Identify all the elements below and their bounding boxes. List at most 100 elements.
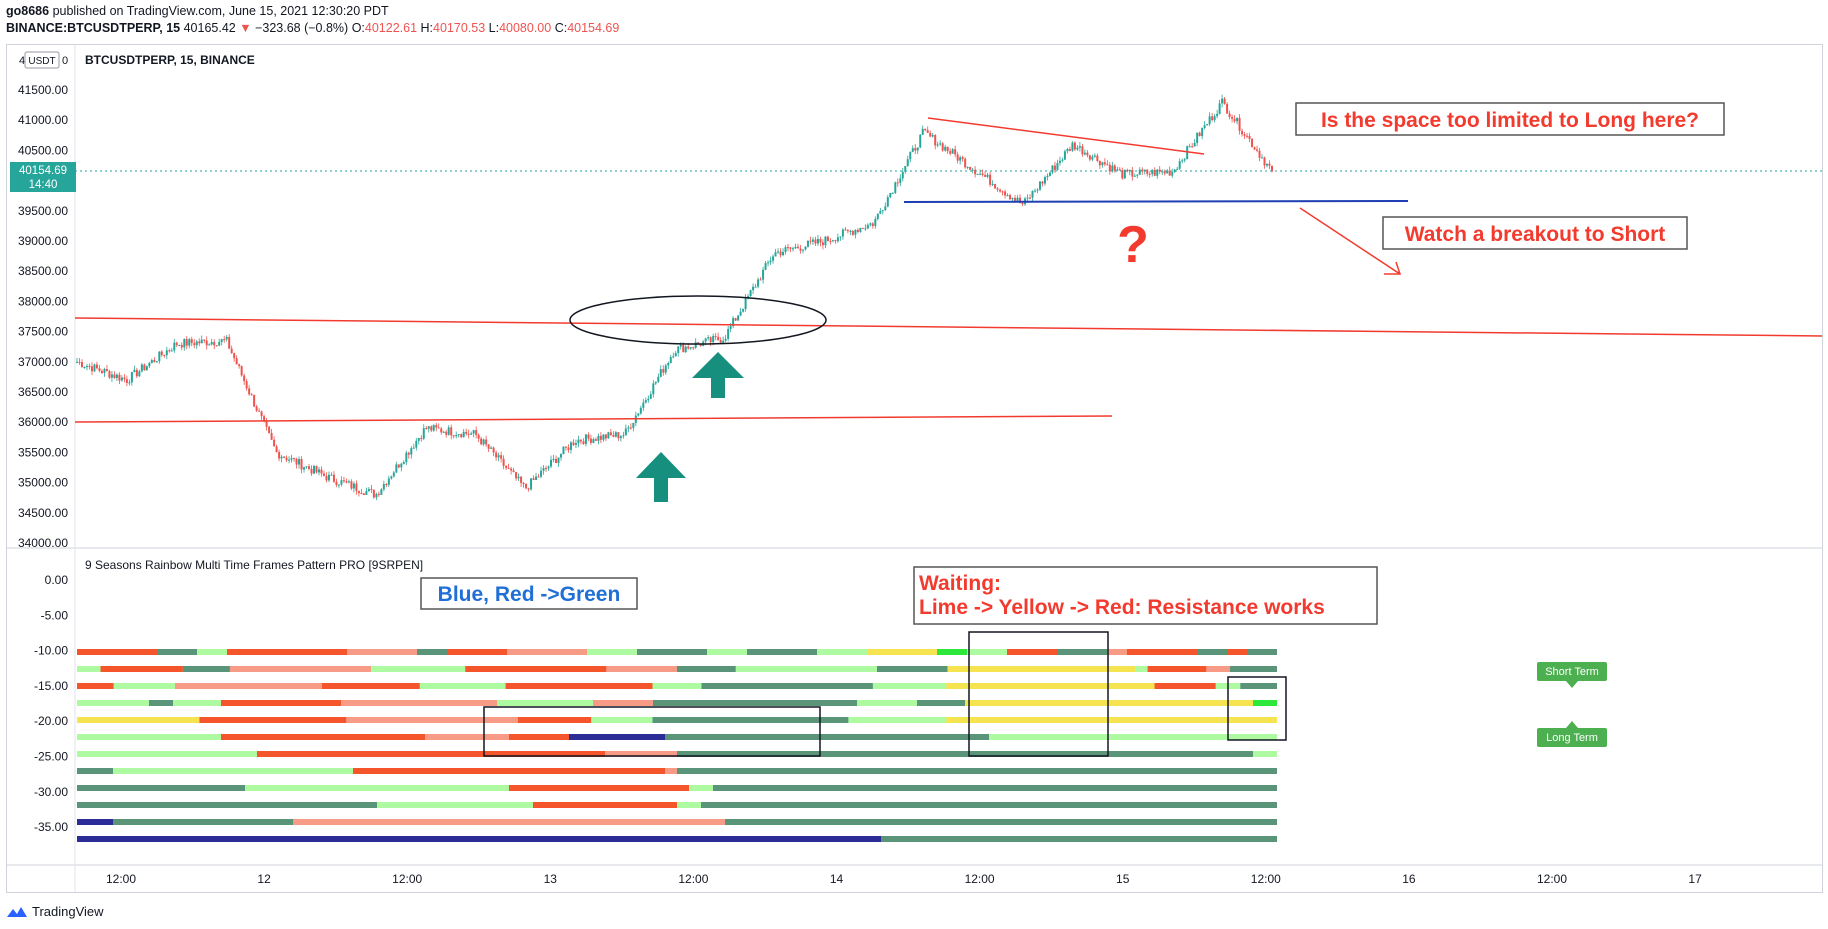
rainbow-segment: [689, 785, 713, 791]
box-waiting[interactable]: [968, 631, 1109, 757]
teal-up-arrow-2[interactable]: [692, 352, 744, 398]
price-tick-label: 35000.00: [18, 476, 68, 490]
candle: [999, 188, 1002, 193]
candle: [445, 429, 448, 438]
callout-long-question-text: Is the space too limited to Long here?: [1321, 109, 1699, 132]
candle: [1071, 141, 1074, 152]
candle: [335, 478, 338, 488]
candle: [677, 345, 680, 357]
candle: [265, 418, 268, 431]
support-trendline[interactable]: [74, 415, 1113, 423]
price-tick-label: 38000.00: [18, 294, 68, 308]
rainbow-segment: [113, 683, 175, 689]
candle: [794, 243, 797, 249]
box-blue-red-green[interactable]: [483, 706, 821, 757]
candle: [290, 454, 293, 463]
candle: [535, 472, 538, 481]
candle: [1211, 112, 1214, 122]
candle: [490, 446, 493, 449]
rainbow-segment: [245, 785, 509, 791]
breakdown-arrow-head[interactable]: [1384, 261, 1402, 275]
rainbow-segment: [77, 785, 245, 791]
candle: [819, 236, 822, 247]
callout-short-breakout[interactable]: Watch a breakout to Short: [1382, 216, 1688, 250]
price-tick-label: 41000.00: [18, 113, 68, 127]
time-tick-label: 12: [257, 872, 271, 886]
support-hline-blue[interactable]: [903, 200, 1409, 203]
teal-up-arrow-1[interactable]: [636, 452, 686, 502]
indicator-highlight-boxes[interactable]: [483, 631, 1287, 757]
indicator-axis[interactable]: 0.00 -5.00 -10.00 -15.00 -20.00 -25.00 -30.00 -…: [34, 573, 68, 834]
breakdown-arrow-line[interactable]: [1299, 207, 1401, 275]
candle: [1261, 154, 1264, 159]
candle: [243, 373, 246, 385]
candle: [994, 183, 997, 189]
currency-badge-box[interactable]: [24, 51, 60, 69]
tag-short-term-text: Short Term: [1545, 666, 1599, 678]
rainbow-segment: [665, 734, 989, 740]
rainbow-segment: [505, 683, 653, 689]
candle: [1153, 167, 1156, 177]
candle: [293, 457, 296, 462]
candle: [115, 373, 118, 381]
open-label: O:: [351, 21, 365, 35]
candlestick-series[interactable]: [76, 94, 1273, 501]
currency-badge[interactable]: USDT: [28, 56, 55, 67]
candle: [1253, 146, 1256, 151]
candle: [76, 357, 78, 364]
candle: [123, 374, 126, 383]
callout-waiting[interactable]: Waiting: Lime -> Yellow -> Red: Resistan…: [913, 566, 1378, 625]
scale-badges[interactable]: 4 USDT 0: [19, 51, 68, 69]
candle: [1088, 154, 1091, 162]
candle: [759, 277, 762, 281]
rainbow-segment: [419, 683, 506, 689]
candle: [909, 151, 912, 163]
candle: [525, 483, 528, 490]
tag-short-term[interactable]: Short Term: [1537, 662, 1607, 688]
candle: [230, 345, 233, 354]
callout-long-question[interactable]: Is the space too limited to Long here?: [1295, 102, 1725, 136]
candle: [233, 352, 236, 362]
candle: [924, 128, 927, 132]
box-current[interactable]: [1227, 676, 1287, 741]
candle: [1113, 163, 1116, 173]
candle: [831, 239, 834, 243]
candle: [564, 445, 567, 451]
rainbow-bands[interactable]: [77, 649, 1277, 842]
candle: [1051, 165, 1054, 175]
callout-short-breakout-text: Watch a breakout to Short: [1405, 223, 1666, 246]
footer-branding[interactable]: TradingView: [6, 904, 104, 919]
rainbow-segment: [517, 717, 592, 723]
candle: [984, 171, 987, 177]
candle: [95, 361, 98, 370]
candle: [1266, 163, 1269, 168]
candle: [193, 339, 196, 349]
candle: [584, 433, 587, 447]
rainbow-segment: [725, 819, 1277, 825]
candle: [919, 134, 922, 149]
breakout-ellipse[interactable]: [569, 295, 827, 345]
scale-badge-zero[interactable]: 0: [62, 55, 68, 67]
candle: [861, 227, 864, 229]
open-value: 40122.61: [364, 21, 418, 35]
resistance-trendline[interactable]: [74, 317, 1823, 337]
candle: [320, 466, 323, 477]
callout-blue-red-green[interactable]: Blue, Red ->Green: [420, 577, 638, 610]
rainbow-segment: [652, 717, 849, 723]
tag-long-term[interactable]: Long Term: [1537, 721, 1607, 747]
publisher-name[interactable]: go8686: [6, 4, 50, 18]
rainbow-segment: [569, 734, 665, 740]
descending-trendline[interactable]: [927, 117, 1205, 155]
candle: [342, 476, 345, 483]
time-axis[interactable]: 12:00 12 12:00 13 12:00 14 12:00 15 12:00 16 12:00…: [106, 872, 1702, 886]
candle: [921, 125, 924, 136]
question-mark[interactable]: ?: [1117, 216, 1149, 274]
drawings[interactable]: [74, 117, 1823, 502]
scale-badge[interactable]: 4: [19, 55, 25, 67]
rainbow-segment: [989, 734, 1277, 740]
last-price: 40165.42: [183, 21, 236, 35]
candle: [183, 338, 186, 351]
price-axis[interactable]: 34000.00 34500.00 35000.00 35500.00 36000.00…: [18, 83, 68, 550]
rainbow-segment: [346, 717, 518, 723]
